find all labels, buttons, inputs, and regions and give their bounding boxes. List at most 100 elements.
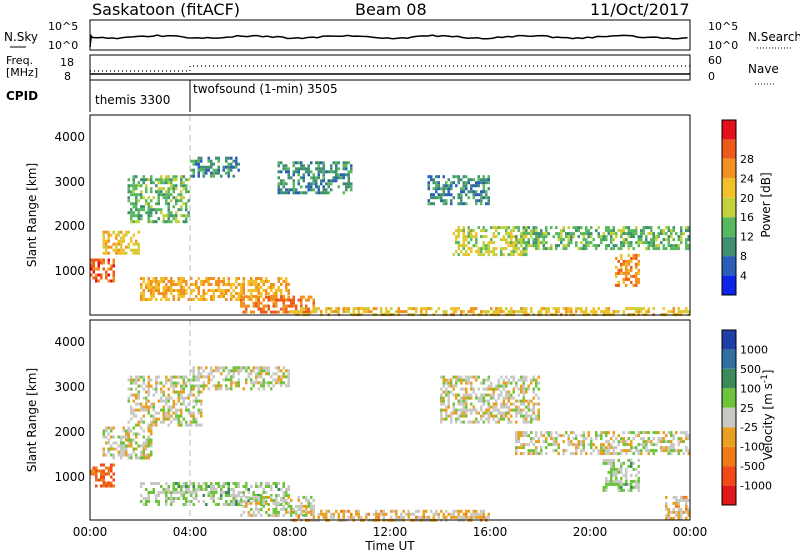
power-cell — [505, 241, 508, 245]
power-cell — [405, 310, 408, 314]
power-cell — [197, 298, 200, 301]
velocity-cell — [115, 441, 118, 445]
power-cell — [515, 250, 518, 254]
velocity-cell — [240, 366, 243, 370]
velocity-cell — [522, 393, 525, 397]
velocity-cell — [530, 437, 533, 441]
power-cell — [472, 178, 475, 182]
nave-label: Nave — [748, 62, 779, 76]
velocity-cell — [267, 503, 270, 506]
power-cell — [117, 233, 120, 237]
power-cell — [317, 307, 320, 311]
velocity-cell — [490, 381, 493, 385]
velocity-cell — [287, 485, 290, 488]
power-cell — [610, 229, 613, 233]
velocity-cell — [607, 431, 610, 435]
velocity-cell — [235, 384, 238, 388]
velocity-cell — [132, 447, 135, 451]
power-cell — [132, 220, 135, 224]
power-cell — [457, 232, 460, 236]
velocity-cell — [540, 434, 543, 438]
velocity-cell — [497, 411, 500, 415]
velocity-cell — [237, 485, 240, 488]
velocity-cell — [642, 446, 645, 450]
power-cell — [572, 226, 575, 230]
velocity-cell — [305, 507, 308, 511]
power-cell — [320, 182, 323, 186]
velocity-cell — [192, 491, 195, 494]
power-cell — [142, 280, 145, 283]
power-cell — [102, 251, 105, 255]
velocity-cell — [172, 411, 175, 415]
velocity-cell — [242, 494, 245, 497]
power-cell — [475, 202, 478, 206]
power-cell — [445, 199, 448, 203]
power-cell — [157, 286, 160, 289]
xtick-3: 12:00 — [373, 525, 408, 539]
velocity-cell — [125, 438, 128, 442]
velocity-cell — [462, 405, 465, 409]
power-cell — [430, 202, 433, 206]
power-cell — [427, 202, 430, 206]
velocity-cell — [457, 512, 460, 516]
velocity-cell — [225, 366, 228, 370]
velocity-cell — [457, 402, 460, 406]
power-cell — [635, 271, 638, 275]
power-cell — [310, 310, 313, 314]
velocity-cell — [177, 375, 180, 379]
power-cell — [102, 236, 105, 240]
power-cell — [537, 238, 540, 242]
velocity-cell — [190, 384, 193, 388]
power-cell — [677, 238, 680, 242]
velocity-cell — [235, 381, 238, 385]
velocity-cell — [247, 491, 250, 494]
power-cell — [132, 248, 135, 252]
power-cell — [150, 187, 153, 191]
velocity-cell — [460, 378, 463, 382]
power-cell — [547, 232, 550, 236]
power-cell — [635, 226, 638, 230]
velocity-cell — [602, 446, 605, 450]
power-cell — [527, 226, 530, 230]
velocity-cell — [142, 503, 145, 506]
power-cell — [200, 156, 203, 160]
velocity-cell — [375, 515, 378, 519]
velocity-cell — [515, 431, 518, 435]
power-cell — [295, 191, 298, 195]
power-cell — [235, 292, 238, 295]
power-cell — [612, 229, 615, 233]
velocity-cell — [622, 440, 625, 444]
velocity-cell — [482, 515, 485, 519]
velocity-cell — [500, 393, 503, 397]
velocity-cell — [505, 411, 508, 415]
velocity-cell — [157, 491, 160, 494]
velocity-cell — [520, 387, 523, 391]
power-cell — [432, 178, 435, 182]
power-cell — [300, 295, 303, 299]
power-cell — [522, 226, 525, 230]
velocity-cell — [110, 481, 113, 485]
power-cell — [467, 235, 470, 239]
velocity-cell — [145, 441, 148, 445]
power-cell — [662, 247, 665, 251]
velocity-cell — [275, 510, 278, 514]
velocity-cell — [677, 443, 680, 447]
velocity-cell — [185, 503, 188, 506]
power-cell — [667, 235, 670, 239]
power-cell — [525, 310, 528, 314]
velocity-cell — [255, 498, 258, 502]
cpid-mode-1: themis 3300 — [95, 93, 170, 107]
power-cell — [245, 295, 248, 298]
power-cell — [555, 244, 558, 248]
power-cell — [107, 245, 110, 249]
power-cell — [270, 298, 273, 302]
power-cell — [625, 307, 628, 311]
nsky-label: N.Sky — [4, 30, 38, 44]
velocity-cell — [172, 384, 175, 388]
power-cell — [582, 238, 585, 242]
power-cell — [605, 235, 608, 239]
power-cell — [250, 298, 253, 301]
velocity-cell — [275, 497, 278, 500]
power-cell — [202, 295, 205, 298]
velocity-cell — [127, 441, 130, 445]
